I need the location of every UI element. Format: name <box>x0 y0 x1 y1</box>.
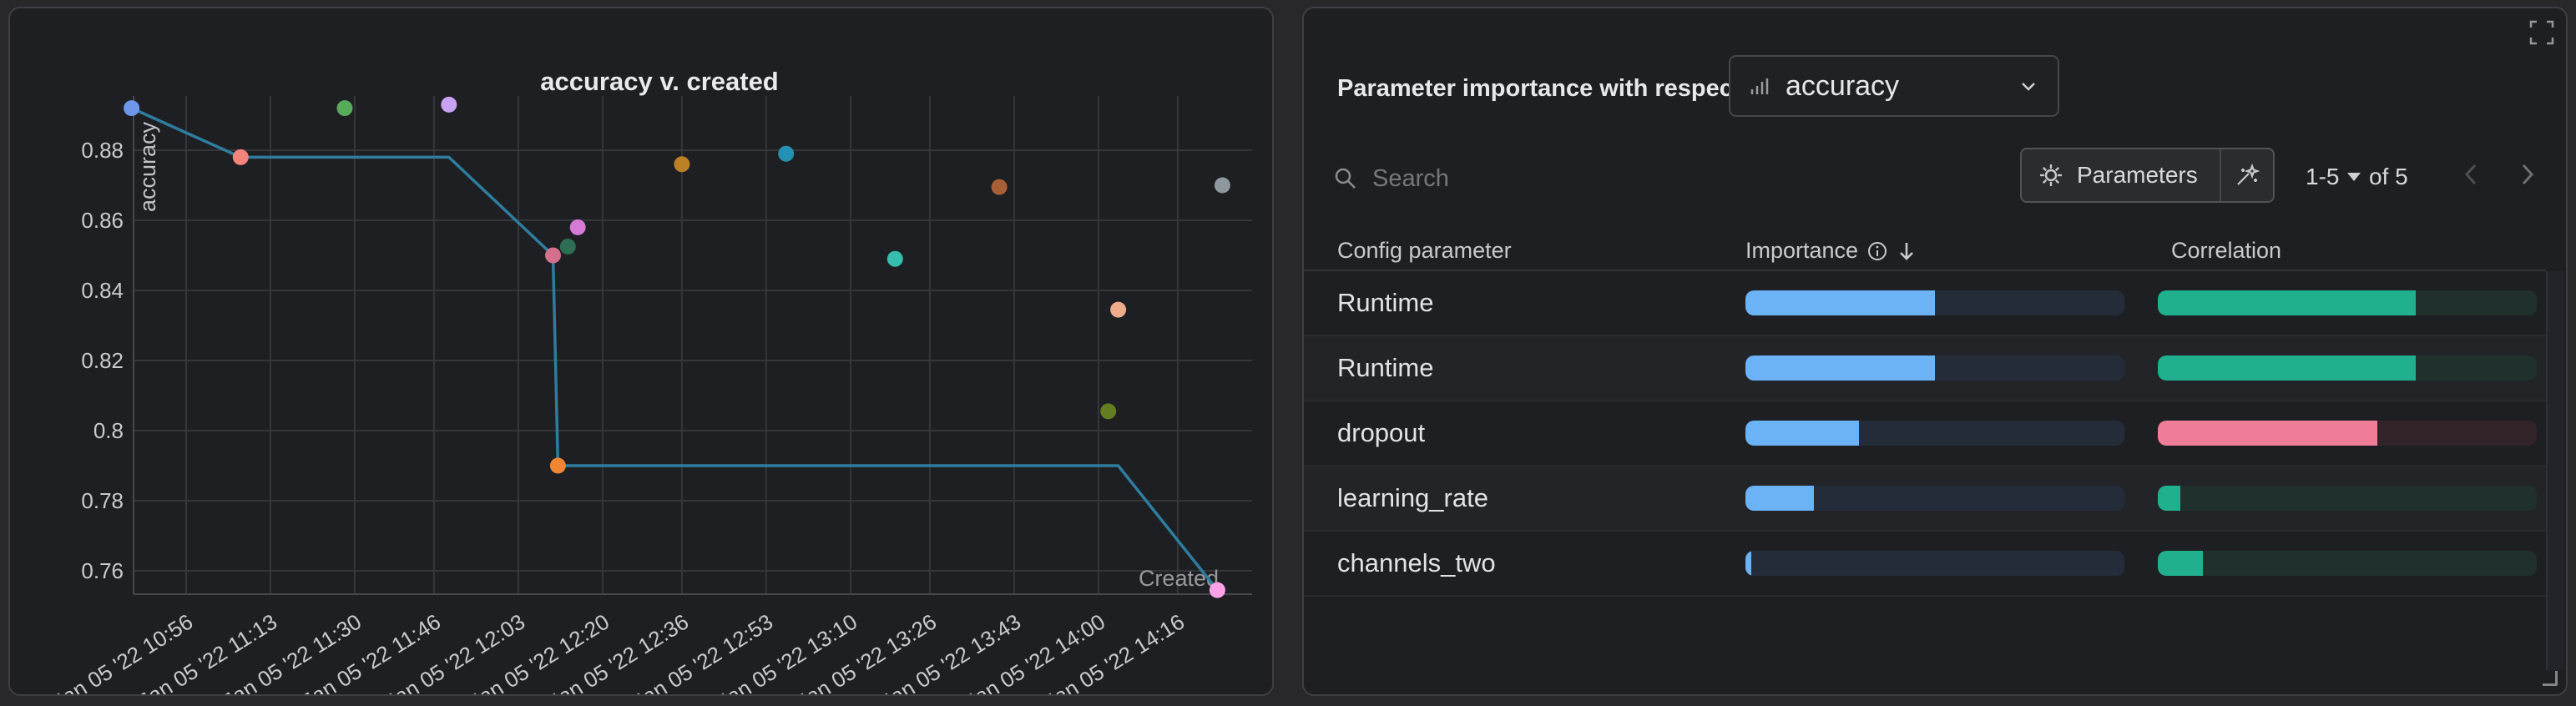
previous-page-button[interactable] <box>2457 160 2486 189</box>
scatter-point[interactable]: Jan 05 '22 14:25 — 0.87 <box>1214 177 1230 194</box>
parameter-name: Runtime <box>1337 353 1434 382</box>
y-tick-label: 0.76 <box>81 558 124 583</box>
scatter-point[interactable]: Jan 05 '22 12:10 — 0.85 <box>545 247 561 264</box>
correlation-bar <box>2158 421 2537 446</box>
y-tick-label: 0.78 <box>81 488 124 513</box>
scatter-point[interactable]: Jan 05 '22 13:19 — 0.849 <box>886 250 903 267</box>
parameter-importance-panel: Parameter importance with respect to acc… <box>1302 7 2568 696</box>
scatter-point[interactable]: Jan 05 '22 12:57 — 0.879 <box>778 145 795 162</box>
parameters-button[interactable]: Parameters <box>2022 149 2220 201</box>
scatter-point[interactable]: Jan 05 '22 11:07 — 0.878 <box>232 149 249 165</box>
scatter-point[interactable]: Jan 05 '22 10:45 — 0.892 <box>124 100 140 117</box>
column-header-correlation: Correlation <box>2171 238 2282 263</box>
table-row[interactable]: Runtime <box>1304 336 2546 401</box>
page-total-label: of 5 <box>2369 164 2408 189</box>
y-tick-label: 0.88 <box>81 138 124 163</box>
correlation-bar-fill <box>2158 421 2378 446</box>
search-input[interactable] <box>1371 164 1801 194</box>
page-range-label: 1-5 <box>2306 164 2340 189</box>
importance-bar <box>1745 290 2124 315</box>
table-scrollbar[interactable] <box>2546 271 2564 670</box>
importance-bar <box>1745 551 2124 576</box>
caret-down-icon <box>2347 173 2361 181</box>
magic-wand-icon <box>2235 163 2260 188</box>
panel-title: Parameter importance with respect to <box>1337 75 1770 102</box>
metric-select-value: accuracy <box>1786 69 1900 102</box>
y-tick-label: 0.84 <box>81 278 124 303</box>
scatter-point[interactable]: Jan 05 '22 12:15 — 0.858 <box>569 219 586 235</box>
parameters-button-group: Parameters <box>2020 148 2275 203</box>
correlation-bar <box>2158 486 2537 511</box>
table-row[interactable]: learning_rate <box>1304 466 2546 532</box>
parameter-name: Runtime <box>1337 288 1434 317</box>
x-axis-label: Created <box>1139 566 1219 591</box>
correlation-bar <box>2158 356 2537 381</box>
parameter-name: dropout <box>1337 418 1426 447</box>
chevron-down-icon <box>2018 75 2039 97</box>
parameter-name: learning_rate <box>1337 483 1488 512</box>
accuracy-chart-panel: 0.88 0.86 0.84 0.82 0.8 0.78 0.76 Jan 05 '22 10… <box>8 7 1274 696</box>
column-header-config-parameter: Config parameter <box>1337 238 1512 263</box>
correlation-bar <box>2158 551 2537 576</box>
correlation-bar <box>2158 290 2537 315</box>
table-row[interactable]: channels_two <box>1304 532 2546 597</box>
parameters-button-label: Parameters <box>2077 162 2198 188</box>
importance-bar <box>1745 421 2124 446</box>
next-page-button[interactable] <box>2513 160 2541 189</box>
scatter-point[interactable]: Jan 05 '22 12:11 — 0.79 <box>549 457 566 474</box>
scatter-point[interactable]: Jan 05 '22 11:28 — 0.892 <box>336 100 353 117</box>
importance-bar-fill <box>1745 356 1935 381</box>
info-icon[interactable] <box>1866 240 1888 262</box>
parameter-name: channels_two <box>1337 548 1496 577</box>
scatter-point[interactable]: Jan 05 '22 14:24 — 0.7545 <box>1209 582 1225 598</box>
scatter-point[interactable]: Jan 05 '22 11:49 — 0.893 <box>441 96 457 113</box>
importance-bar-fill <box>1745 290 1935 315</box>
y-axis-label: accuracy <box>135 121 160 212</box>
correlation-bar-fill <box>2158 290 2416 315</box>
run-line <box>130 107 1219 592</box>
y-tick-label: 0.86 <box>81 208 124 233</box>
scatter-point[interactable]: Jan 05 '22 12:36 — 0.876 <box>674 156 690 173</box>
panel-resize-handle[interactable] <box>2543 671 2558 686</box>
correlation-bar-fill <box>2158 551 2204 576</box>
scatter-point[interactable]: Jan 05 '22 12:13 — 0.8525 <box>559 239 576 255</box>
scatter-point[interactable]: Jan 05 '22 13:40 — 0.8695 <box>991 179 1008 195</box>
correlation-bar-fill <box>2158 486 2181 511</box>
gear-icon <box>2038 163 2063 188</box>
table-header: Config parameter Importance Correlation <box>1304 229 2546 271</box>
fullscreen-icon[interactable] <box>2529 20 2554 45</box>
y-tick-label: 0.8 <box>93 418 124 443</box>
chart-title: accuracy v. created <box>540 67 779 96</box>
importance-bar <box>1745 486 2124 511</box>
page-range-select[interactable]: 1-5 <box>2306 164 2361 190</box>
table-row[interactable]: dropout <box>1304 401 2546 466</box>
importance-bar-fill <box>1745 421 1860 446</box>
magic-wand-button[interactable] <box>2220 149 2273 201</box>
importance-bar <box>1745 356 2124 381</box>
y-tick-label: 0.82 <box>81 348 124 373</box>
bar-chart-icon <box>1749 75 1770 97</box>
importance-bar-fill <box>1745 486 1814 511</box>
table-row[interactable]: Runtime <box>1304 271 2546 336</box>
search-icon <box>1334 167 1357 190</box>
scatter-point[interactable]: Jan 05 '22 14:04 — 0.8345 <box>1110 301 1127 318</box>
column-header-importance[interactable]: Importance <box>1745 238 1917 264</box>
correlation-bar-fill <box>2158 356 2416 381</box>
search-box[interactable] <box>1334 155 1801 202</box>
importance-bar-fill <box>1745 551 1751 576</box>
sort-descending-icon <box>1897 240 1917 262</box>
scatter-point[interactable]: Jan 05 '22 14:02 — 0.8055 <box>1100 403 1117 420</box>
accuracy-chart: 0.88 0.86 0.84 0.82 0.8 0.78 0.76 Jan 05 '22 10… <box>48 67 1252 694</box>
metric-select[interactable]: accuracy <box>1729 55 2059 117</box>
